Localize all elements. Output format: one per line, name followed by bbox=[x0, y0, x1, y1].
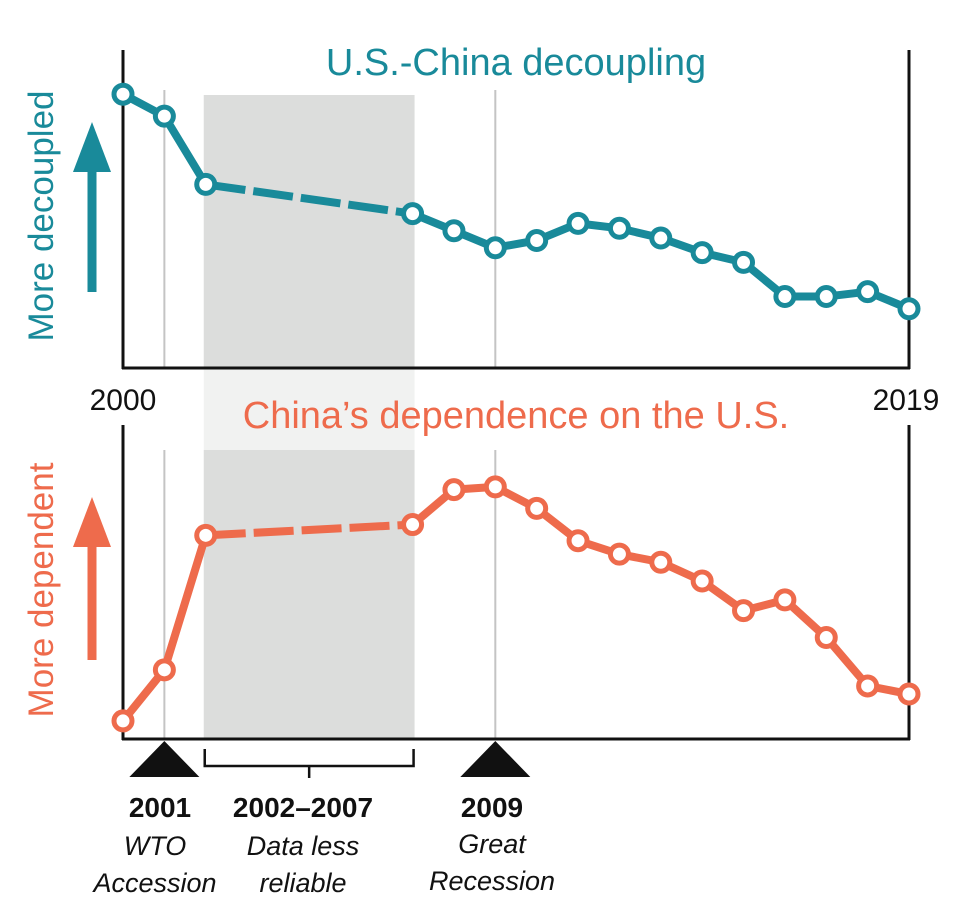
data-point-2009 bbox=[483, 236, 507, 260]
x-end-label: 2019 bbox=[873, 384, 940, 417]
arrow-up-icon bbox=[73, 497, 111, 660]
data-point-2001 bbox=[152, 104, 176, 128]
y-label-dependent: More dependent bbox=[22, 462, 61, 717]
annotation-2001-line1: WTO bbox=[124, 831, 187, 861]
shaded-region-top bbox=[203, 95, 415, 368]
data-point-2019 bbox=[897, 297, 921, 321]
x-start-label: 2000 bbox=[90, 384, 157, 417]
data-point-2008 bbox=[442, 478, 466, 502]
series-decoupling bbox=[111, 82, 921, 321]
data-point-2002 bbox=[194, 523, 218, 547]
annotation-2002-2007-title: 2002–2007 bbox=[233, 792, 373, 823]
series-layer bbox=[111, 82, 921, 733]
annotation-2009-line1: Great bbox=[458, 829, 527, 859]
annotation-2009-line2: Recession bbox=[429, 866, 555, 896]
data-point-2018 bbox=[856, 280, 880, 304]
triangle-marker-2009 bbox=[460, 741, 531, 777]
data-point-2011 bbox=[566, 529, 590, 553]
annotation-2002-2007-line2: reliable bbox=[259, 868, 346, 898]
annotation-2009-title: 2009 bbox=[461, 792, 523, 823]
data-point-2016 bbox=[773, 285, 797, 309]
event-lines bbox=[163, 90, 497, 739]
annotation-2002-2007-line1: Data less bbox=[247, 831, 360, 861]
data-point-2011 bbox=[566, 211, 590, 235]
arrow-up-icon bbox=[73, 122, 111, 292]
data-point-2007 bbox=[401, 513, 425, 537]
annotation-2001-line2: Accession bbox=[91, 868, 216, 898]
series-segment bbox=[160, 112, 210, 189]
data-point-2016 bbox=[773, 588, 797, 612]
data-point-2000 bbox=[111, 709, 135, 733]
data-point-2007 bbox=[401, 202, 425, 226]
data-point-2019 bbox=[897, 682, 921, 706]
arrow-head bbox=[73, 497, 111, 547]
data-point-2000 bbox=[111, 82, 135, 106]
data-point-2015 bbox=[732, 599, 756, 623]
data-point-2017 bbox=[814, 285, 838, 309]
series-dependence bbox=[111, 475, 921, 733]
triangle-marker-2001 bbox=[129, 741, 200, 777]
annotation-markers bbox=[129, 741, 531, 778]
y-label-decoupled: More decoupled bbox=[22, 91, 61, 342]
bracket-marker bbox=[203, 749, 415, 768]
data-point-2008 bbox=[442, 219, 466, 243]
data-point-2013 bbox=[649, 550, 673, 574]
chart-title-dependence: China’s dependence on the U.S. bbox=[243, 395, 789, 437]
arrow-head bbox=[73, 122, 111, 172]
shaded-region-gap bbox=[203, 368, 415, 450]
data-point-2012 bbox=[607, 542, 631, 566]
data-point-2010 bbox=[525, 228, 549, 252]
chart-title-decoupling: U.S.-China decoupling bbox=[326, 42, 706, 84]
data-point-2018 bbox=[856, 674, 880, 698]
data-point-2010 bbox=[525, 496, 549, 520]
data-point-2015 bbox=[732, 250, 756, 274]
data-point-2012 bbox=[607, 216, 631, 240]
series-segment-dashed bbox=[205, 520, 413, 540]
shaded-region-bottom bbox=[203, 450, 415, 739]
data-point-2002 bbox=[194, 172, 218, 196]
data-point-2017 bbox=[814, 626, 838, 650]
data-point-2009 bbox=[483, 475, 507, 499]
data-point-2014 bbox=[690, 241, 714, 265]
data-point-2001 bbox=[152, 658, 176, 682]
data-point-2014 bbox=[690, 569, 714, 593]
data-point-2013 bbox=[649, 226, 673, 250]
series-segment-dashed bbox=[205, 180, 414, 218]
series-segment bbox=[160, 531, 210, 674]
annotation-2001-title: 2001 bbox=[129, 792, 191, 823]
